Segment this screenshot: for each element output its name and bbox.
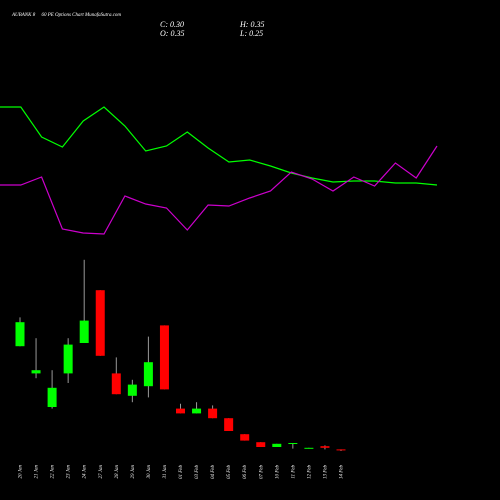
x-tick-label: 27 Jan (99, 465, 104, 479)
x-tick-label: 06 Feb (243, 465, 248, 480)
x-tick-label: 22 Jan (51, 465, 56, 479)
x-tick-label: 21 Jan (35, 465, 40, 479)
candle-body (176, 408, 185, 414)
x-tick-label: 29 Jan (131, 465, 136, 479)
x-tick-label: 20 Jan (19, 465, 24, 479)
candle-body (15, 322, 25, 347)
candle-body (143, 362, 153, 387)
info-close: C: 0.30 (160, 20, 184, 29)
line-series (0, 145, 438, 235)
candle-body (240, 434, 250, 441)
info-low: L: 0.25 (239, 29, 263, 38)
candle-body (336, 449, 346, 451)
x-tick-label: 31 Jan (163, 465, 168, 479)
x-tick-label: 13 Feb (323, 465, 328, 480)
candle-body (224, 418, 234, 431)
x-tick-label: 04 Feb (211, 465, 216, 480)
candle-body (31, 370, 41, 374)
candle-body (288, 443, 298, 444)
x-tick-label: 28 Jan (115, 465, 120, 479)
candle-body (256, 442, 266, 447)
candle-body (47, 387, 57, 407)
x-tick-label: 05 Feb (227, 465, 232, 480)
x-tick-label: 10 Feb (275, 465, 280, 480)
x-tick-label: 14 Feb (340, 465, 345, 480)
candle-body (111, 373, 121, 395)
x-tick-label: 11 Feb (291, 465, 296, 479)
candle-body (320, 446, 330, 448)
x-tick-label: 07 Feb (259, 465, 264, 480)
chart-title: AUBANK 8 60 PE Options Chart MunafaSutra… (11, 13, 121, 18)
x-tick-label: 12 Feb (307, 465, 312, 480)
candle-body (304, 447, 314, 449)
candle-body (63, 344, 73, 374)
candle-body (208, 408, 218, 419)
x-tick-label: 30 Jan (147, 465, 152, 479)
x-tick-label: 01 Feb (179, 465, 184, 480)
info-high: H: 0.35 (239, 20, 264, 29)
candle-body (95, 290, 105, 356)
x-tick-label: 23 Jan (67, 465, 72, 479)
candle-body (159, 325, 169, 390)
info-open: O: 0.35 (160, 29, 184, 38)
candle-body (192, 408, 202, 414)
x-tick-label: 03 Feb (195, 465, 200, 480)
candle-body (79, 320, 89, 343)
candle-body (272, 443, 282, 447)
x-tick-label: 24 Jan (83, 465, 88, 479)
candle-body (127, 384, 137, 396)
